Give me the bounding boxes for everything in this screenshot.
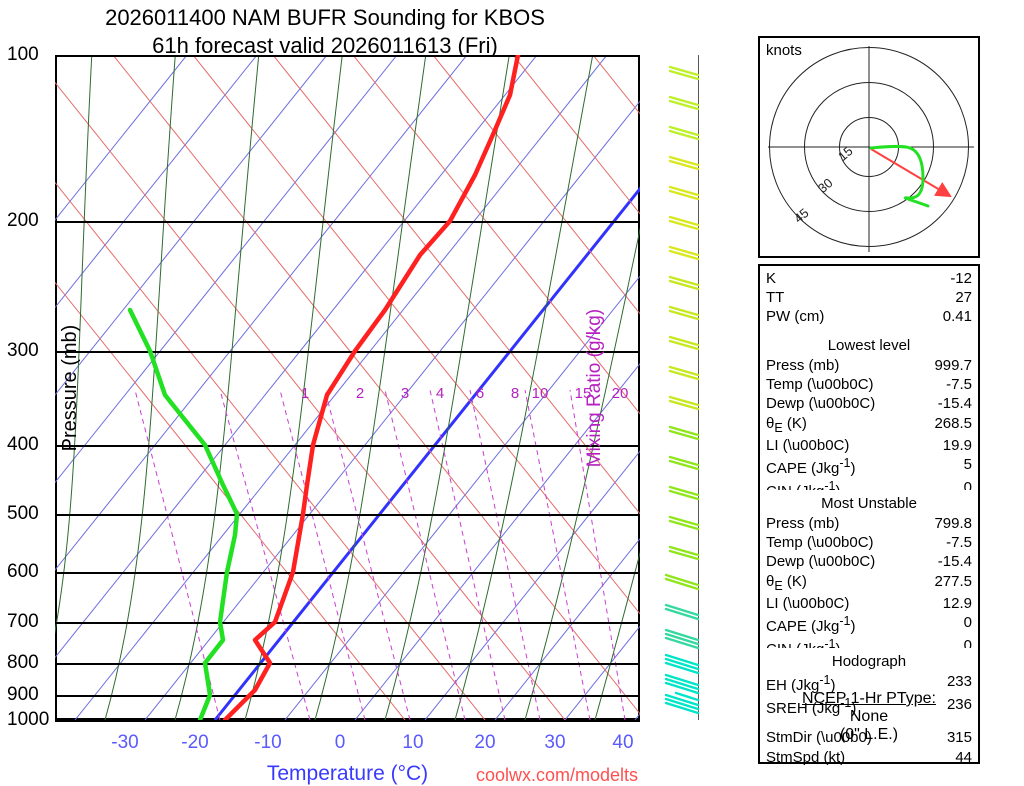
temp-tick-40: 40 bbox=[612, 732, 633, 754]
wind-barb-column[interactable] bbox=[656, 55, 740, 720]
mixratio-tick-8: 8 bbox=[511, 385, 519, 402]
temp-tick--30: -30 bbox=[111, 732, 138, 754]
lowest-temp-row: Temp (\u00b0C) -7.5 bbox=[766, 375, 972, 394]
wind-barbs-svg bbox=[656, 55, 740, 720]
k-index-label: K bbox=[766, 269, 776, 288]
pressure-gridline-300 bbox=[55, 351, 640, 353]
pressure-label-700: 700 bbox=[7, 611, 39, 633]
pressure-gridline-1000 bbox=[55, 720, 640, 722]
ptype-subvalue: (0" L.E.) bbox=[758, 726, 980, 744]
mixratio-tick-4: 4 bbox=[436, 385, 444, 402]
pressure-gridline-200 bbox=[55, 221, 640, 223]
pressure-gridline-400 bbox=[55, 445, 640, 447]
temp-tick--10: -10 bbox=[254, 732, 281, 754]
temp-tick-30: 30 bbox=[544, 732, 565, 754]
k-index-row: K -12 bbox=[766, 269, 972, 288]
temp-tick--20: -20 bbox=[181, 732, 208, 754]
pw-label: PW (cm) bbox=[766, 307, 824, 326]
pw-value: 0.41 bbox=[943, 307, 972, 326]
pressure-label-600: 600 bbox=[7, 561, 39, 583]
pressure-label-200: 200 bbox=[7, 210, 39, 232]
mu-temp-row: Temp (\u00b0C) -7.5 bbox=[766, 533, 972, 552]
watermark-text: coolwx.com/modelts bbox=[476, 765, 638, 786]
skewt-plot[interactable]: 100 200 300 400 500 600 700 800 900 1000… bbox=[55, 55, 640, 720]
k-index-value: -12 bbox=[950, 269, 972, 288]
lowest-li-row: LI (\u00b0C) 19.9 bbox=[766, 436, 972, 455]
pressure-gridline-600 bbox=[55, 572, 640, 574]
pw-row: PW (cm) 0.41 bbox=[766, 307, 972, 326]
temp-tick-20: 20 bbox=[474, 732, 495, 754]
lowest-dewp-row: Dewp (\u00b0C) -15.4 bbox=[766, 394, 972, 413]
stmspd-row: StmSpd (kt) 44 bbox=[766, 748, 972, 767]
chart-title: 2026011400 NAM BUFR Sounding for KBOS 61… bbox=[0, 4, 650, 59]
pressure-gridline-700 bbox=[55, 622, 640, 624]
tt-index-row: TT 27 bbox=[766, 288, 972, 307]
mu-press-row: Press (mb) 799.8 bbox=[766, 514, 972, 533]
lowest-level-table[interactable]: Lowest level Press (mb) 999.7 Temp (\u00… bbox=[758, 332, 980, 490]
pressure-label-100: 100 bbox=[7, 44, 39, 66]
hodograph-curves-svg bbox=[760, 38, 982, 260]
mixratio-tick-3: 3 bbox=[401, 385, 409, 402]
hodograph-plot[interactable]: knots 15 30 45 bbox=[758, 36, 980, 258]
temp-tick-0: 0 bbox=[335, 732, 346, 754]
most-unstable-table[interactable]: Most Unstable Press (mb) 799.8 Temp (\u0… bbox=[758, 490, 980, 648]
pressure-label-300: 300 bbox=[7, 340, 39, 362]
y-axis-title: Pressure (mb) bbox=[59, 324, 82, 451]
tt-index-value: 27 bbox=[955, 288, 972, 307]
pressure-gridline-100 bbox=[55, 55, 640, 57]
mu-cape-row: CAPE (Jkg-1) 0 bbox=[766, 613, 972, 636]
pressure-gridline-900 bbox=[55, 695, 640, 697]
mu-thetae-row: θE (K) 277.5 bbox=[766, 572, 972, 594]
pressure-gridline-800 bbox=[55, 663, 640, 665]
title-line1: 2026011400 NAM BUFR Sounding for KBOS bbox=[0, 4, 650, 32]
lowest-cape-row: CAPE (Jkg-1) 5 bbox=[766, 455, 972, 478]
lowest-thetae-row: θE (K) 268.5 bbox=[766, 414, 972, 436]
pressure-label-800: 800 bbox=[7, 652, 39, 674]
mixratio-tick-6: 6 bbox=[476, 385, 484, 402]
skewt-background-grid bbox=[55, 55, 640, 720]
pressure-gridline-500 bbox=[55, 514, 640, 516]
mixratio-tick-20: 20 bbox=[612, 385, 629, 402]
x-axis-title: Temperature (°C) bbox=[267, 762, 428, 786]
pressure-label-1000: 1000 bbox=[7, 709, 49, 731]
ptype-box: NCEP 1-Hr PType: None (0" L.E.) bbox=[758, 690, 980, 744]
mixratio-tick-2: 2 bbox=[356, 385, 364, 402]
general-indices-table[interactable]: K -12 TT 27 PW (cm) 0.41 bbox=[758, 264, 980, 332]
lowest-level-title: Lowest level bbox=[766, 335, 972, 356]
hodograph-stats-title: Hodograph bbox=[766, 651, 972, 672]
tt-index-label: TT bbox=[766, 288, 784, 307]
ptype-value: None bbox=[758, 708, 980, 726]
mu-li-row: LI (\u00b0C) 12.9 bbox=[766, 594, 972, 613]
mixratio-tick-1: 1 bbox=[301, 385, 309, 402]
pressure-label-400: 400 bbox=[7, 434, 39, 456]
ptype-label: NCEP 1-Hr PType: bbox=[758, 690, 980, 708]
pressure-label-900: 900 bbox=[7, 684, 39, 706]
mu-dewp-row: Dewp (\u00b0C) -15.4 bbox=[766, 552, 972, 571]
mixratio-tick-10: 10 bbox=[532, 385, 549, 402]
lowest-press-row: Press (mb) 999.7 bbox=[766, 356, 972, 375]
temp-tick-10: 10 bbox=[402, 732, 423, 754]
most-unstable-title: Most Unstable bbox=[766, 493, 972, 514]
pressure-label-500: 500 bbox=[7, 503, 39, 525]
mixratio-axis-title: Mixing Ratio (g/kg) bbox=[584, 308, 606, 466]
